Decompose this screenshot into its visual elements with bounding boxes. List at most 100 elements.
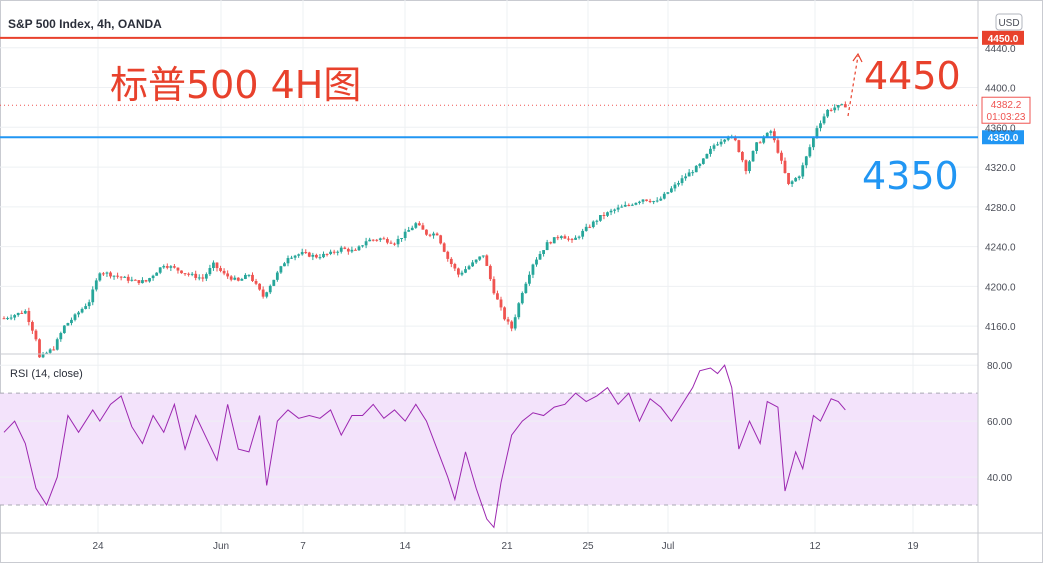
- candle: [116, 275, 119, 277]
- candle: [137, 280, 141, 284]
- candle: [662, 193, 666, 199]
- candle: [609, 210, 613, 213]
- candle: [158, 267, 162, 273]
- rsi-tick-label: 60.00: [987, 417, 1012, 428]
- candle: [176, 267, 180, 271]
- candle: [801, 165, 805, 177]
- candle: [318, 257, 322, 259]
- candle: [109, 272, 112, 277]
- candle: [244, 274, 247, 279]
- candle: [552, 237, 556, 244]
- currency-badge-box[interactable]: [995, 13, 1023, 31]
- candle: [804, 156, 808, 166]
- candle: [300, 252, 304, 255]
- candle: [350, 249, 354, 252]
- candle: [297, 254, 301, 256]
- candle: [94, 280, 98, 290]
- candle: [616, 207, 620, 210]
- candle: [652, 201, 656, 203]
- candle: [595, 220, 599, 222]
- candle: [762, 137, 766, 143]
- candle: [293, 255, 297, 258]
- price-tick-label: 4200.0: [985, 282, 1016, 293]
- candle: [520, 292, 524, 304]
- candle: [183, 273, 187, 275]
- candle: [190, 273, 194, 275]
- candle: [705, 153, 709, 159]
- candle: [204, 274, 208, 279]
- candle: [180, 270, 183, 274]
- candle: [517, 303, 521, 318]
- candle: [364, 241, 368, 246]
- candle: [290, 257, 293, 259]
- candle: [492, 279, 496, 294]
- candle: [602, 214, 606, 216]
- candles: [2, 101, 847, 359]
- candle: [673, 184, 677, 189]
- candle: [748, 161, 751, 172]
- candle: [538, 253, 542, 260]
- candle: [485, 255, 489, 266]
- candle: [684, 176, 687, 179]
- candle: [368, 239, 372, 242]
- candle: [449, 258, 453, 265]
- candle: [581, 230, 585, 237]
- candle: [187, 273, 190, 275]
- candle: [343, 247, 347, 249]
- candle: [219, 268, 222, 271]
- candle: [630, 204, 634, 206]
- candle: [126, 276, 130, 281]
- candle: [783, 160, 787, 173]
- time-tick-label: 19: [907, 541, 919, 552]
- time-tick-label: 7: [300, 541, 306, 552]
- rsi-band: [0, 393, 978, 506]
- last-price-marker: 4382.201:03:23: [0, 96, 1031, 124]
- candle: [84, 306, 88, 309]
- candle: [776, 140, 780, 153]
- candle: [286, 258, 290, 264]
- candle: [212, 262, 215, 269]
- candle: [2, 318, 6, 320]
- candle: [755, 142, 758, 152]
- candle: [87, 302, 91, 307]
- rsi-panel: [0, 364, 978, 506]
- candle: [531, 264, 535, 275]
- candle: [275, 272, 279, 280]
- candle: [31, 321, 34, 331]
- currency-badge[interactable]: USD: [998, 18, 1019, 29]
- time-tick-label: Jul: [662, 541, 675, 552]
- candle: [332, 251, 336, 253]
- candle: [112, 275, 116, 277]
- candle: [55, 339, 59, 350]
- candle: [670, 188, 673, 193]
- candle: [772, 131, 776, 141]
- rsi-tick-label: 80.00: [987, 361, 1012, 372]
- candle: [148, 278, 151, 282]
- candle: [105, 272, 109, 274]
- candle: [123, 276, 127, 278]
- candle: [80, 308, 84, 313]
- candle: [687, 172, 691, 177]
- candle: [655, 200, 659, 202]
- candle: [229, 276, 233, 280]
- candle: [222, 270, 226, 274]
- chart-title: S&P 500 Index, 4h, OANDA: [8, 17, 162, 31]
- rsi-axis: 40.00 60.00 80.00: [987, 361, 1012, 484]
- candle: [464, 269, 467, 273]
- candle: [794, 178, 798, 182]
- candle: [723, 139, 727, 142]
- candle: [840, 104, 844, 106]
- candle: [236, 277, 240, 281]
- last-price-countdown: 01:03:23: [987, 112, 1026, 123]
- candle: [354, 249, 357, 251]
- candle: [510, 321, 514, 329]
- candle: [819, 123, 822, 129]
- candle: [563, 236, 567, 239]
- candle: [528, 274, 531, 284]
- candle: [815, 128, 819, 137]
- candle: [744, 160, 748, 172]
- candle: [70, 319, 73, 324]
- candle: [496, 293, 499, 300]
- candle: [386, 239, 389, 243]
